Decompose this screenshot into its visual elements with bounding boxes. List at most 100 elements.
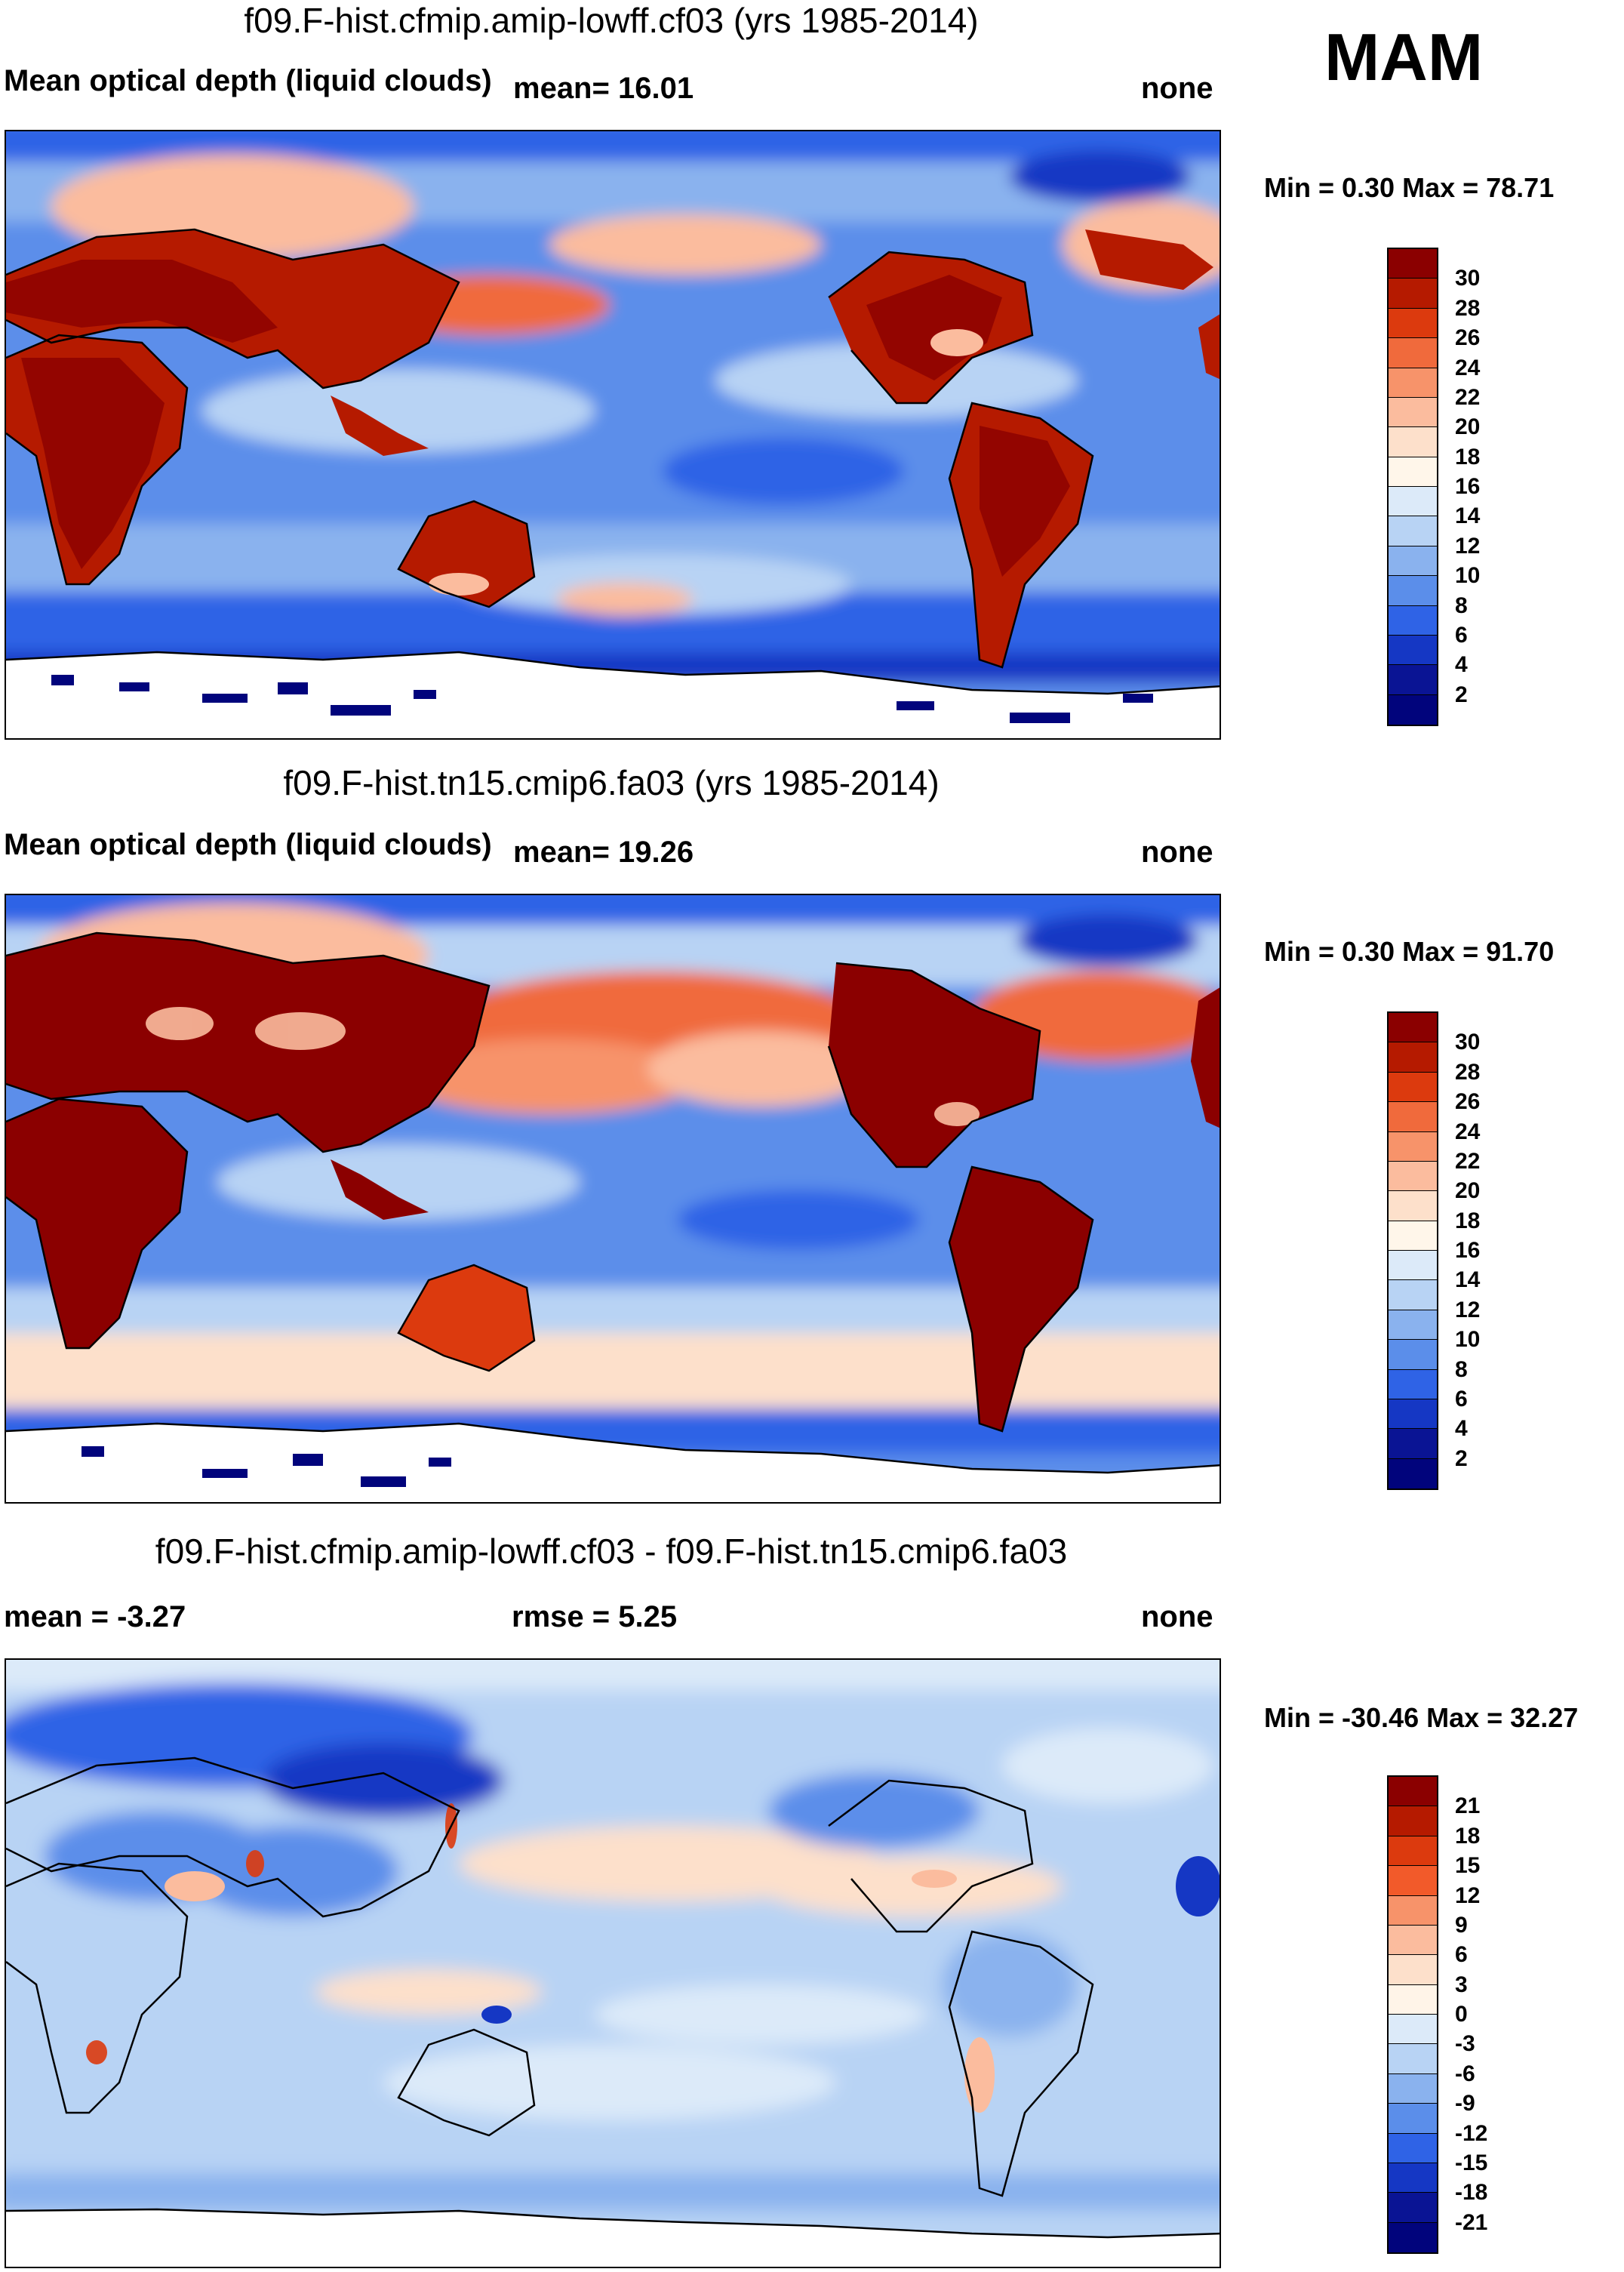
colorbar-swatch (1389, 1806, 1437, 1836)
colorbar-tick-label: 8 (1455, 593, 1468, 618)
colorbar-swatch (1389, 368, 1437, 398)
colorbar-swatch (1389, 1895, 1437, 1926)
season-label: MAM (1324, 20, 1484, 94)
colorbar-tick-label: -12 (1455, 2120, 1488, 2146)
colorbar-swatch (1389, 1836, 1437, 1867)
colorbar-tick-label: 20 (1455, 414, 1481, 440)
panel-3-colorbar (1387, 1775, 1438, 2254)
colorbar-swatch (1389, 516, 1437, 546)
panel-2-map (5, 894, 1221, 1504)
colorbar-tick-label: 4 (1455, 652, 1468, 678)
colorbar-swatch (1389, 2073, 1437, 2104)
colorbar-tick-label: 20 (1455, 1178, 1481, 1204)
colorbar-swatch (1389, 1925, 1437, 1956)
colorbar-tick-label: 30 (1455, 266, 1481, 291)
colorbar-swatch (1389, 546, 1437, 577)
colorbar-tick-label: -6 (1455, 2061, 1475, 2086)
colorbar-tick-label: 6 (1455, 1386, 1468, 1412)
colorbar-tick-label: 18 (1455, 1823, 1481, 1849)
colorbar-tick-label: 6 (1455, 622, 1468, 648)
colorbar-tick-label: -15 (1455, 2150, 1488, 2175)
colorbar-tick-label: 12 (1455, 533, 1481, 559)
colorbar-swatch (1389, 308, 1437, 339)
colorbar-swatch (1389, 427, 1437, 457)
colorbar-tick-label: 10 (1455, 1327, 1481, 1353)
panel-2-units-label: none (1141, 836, 1213, 869)
colorbar-swatch (1389, 2133, 1437, 2163)
colorbar-tick-label: 4 (1455, 1416, 1468, 1442)
colorbar-tick-label: 18 (1455, 444, 1481, 469)
panel-1-colorbar (1387, 248, 1438, 726)
colorbar-tick-label: 28 (1455, 295, 1481, 321)
colorbar-swatch (1389, 1955, 1437, 1985)
colorbar-swatch (1389, 249, 1437, 279)
panel-1-units-label: none (1141, 72, 1213, 105)
panel-2-colorbar (1387, 1011, 1438, 1490)
panel-1-title: f09.F-hist.cfmip.amip-lowff.cf03 (yrs 19… (244, 1, 979, 40)
colorbar-swatch (1389, 1131, 1437, 1162)
colorbar-swatch (1389, 1102, 1437, 1132)
colorbar-swatch (1389, 397, 1437, 428)
colorbar-swatch (1389, 2015, 1437, 2045)
colorbar-swatch (1389, 1251, 1437, 1281)
colorbar-tick-label: 18 (1455, 1208, 1481, 1233)
colorbar-swatch (1389, 1221, 1437, 1251)
colorbar-swatch (1389, 1866, 1437, 1896)
colorbar-swatch (1389, 1072, 1437, 1103)
colorbar-tick-label: 14 (1455, 503, 1481, 529)
panel-2-title: f09.F-hist.tn15.cmip6.fa03 (yrs 1985-201… (283, 763, 940, 802)
colorbar-tick-label: 3 (1455, 1972, 1468, 1997)
panel-3-map (5, 1658, 1221, 2268)
colorbar-swatch (1389, 1369, 1437, 1399)
colorbar-swatch (1389, 1310, 1437, 1341)
panel-3-units-label: none (1141, 1600, 1213, 1633)
colorbar-tick-label: 30 (1455, 1030, 1481, 1055)
colorbar-tick-label: 15 (1455, 1853, 1481, 1879)
panel-1-map (5, 130, 1221, 740)
colorbar-tick-label: 28 (1455, 1059, 1481, 1085)
panel-3-rmse-label: rmse = 5.25 (512, 1600, 678, 1633)
colorbar-swatch (1389, 665, 1437, 695)
colorbar-tick-label: 24 (1455, 1119, 1481, 1144)
colorbar-swatch (1389, 1042, 1437, 1073)
colorbar-tick-label: 24 (1455, 355, 1481, 380)
colorbar-swatch (1389, 2104, 1437, 2134)
colorbar-swatch (1389, 279, 1437, 309)
panel-3-mean-label: mean = -3.27 (4, 1600, 186, 1633)
colorbar-swatch (1389, 1399, 1437, 1430)
colorbar-tick-label: 10 (1455, 563, 1481, 589)
colorbar-swatch (1389, 694, 1437, 725)
colorbar-tick-label: 12 (1455, 1297, 1481, 1322)
colorbar-tick-label: 16 (1455, 474, 1481, 499)
colorbar-tick-label: 0 (1455, 2002, 1468, 2027)
colorbar-swatch (1389, 2044, 1437, 2074)
colorbar-tick-label: 6 (1455, 1942, 1468, 1968)
panel-2-variable-label: Mean optical depth (liquid clouds) (4, 828, 492, 861)
colorbar-tick-label: 14 (1455, 1267, 1481, 1293)
colorbar-swatch (1389, 1191, 1437, 1221)
panel-1-mean-label: mean= 16.01 (513, 72, 694, 105)
colorbar-tick-label: -18 (1455, 2180, 1488, 2206)
colorbar-tick-label: -9 (1455, 2091, 1475, 2117)
colorbar-swatch (1389, 1013, 1437, 1043)
colorbar-swatch (1389, 1161, 1437, 1192)
colorbar-tick-label: -3 (1455, 2031, 1475, 2057)
colorbar-swatch (1389, 1340, 1437, 1370)
colorbar-swatch (1389, 1429, 1437, 1459)
colorbar-tick-label: 8 (1455, 1356, 1468, 1382)
colorbar-tick-label: -21 (1455, 2209, 1488, 2235)
colorbar-swatch (1389, 1458, 1437, 1488)
colorbar-swatch (1389, 576, 1437, 606)
colorbar-swatch (1389, 487, 1437, 517)
colorbar-swatch (1389, 1984, 1437, 2015)
colorbar-swatch (1389, 1280, 1437, 1310)
colorbar-swatch (1389, 2222, 1437, 2252)
colorbar-swatch (1389, 457, 1437, 487)
colorbar-tick-label: 2 (1455, 682, 1468, 707)
panel-1-minmax: Min = 0.30 Max = 78.71 (1264, 172, 1555, 203)
colorbar-swatch (1389, 605, 1437, 636)
panel-3-title: f09.F-hist.cfmip.amip-lowff.cf03 - f09.F… (155, 1532, 1068, 1571)
colorbar-tick-label: 26 (1455, 1089, 1481, 1115)
panel-3-minmax: Min = -30.46 Max = 32.27 (1264, 1702, 1579, 1733)
colorbar-swatch (1389, 1777, 1437, 1807)
